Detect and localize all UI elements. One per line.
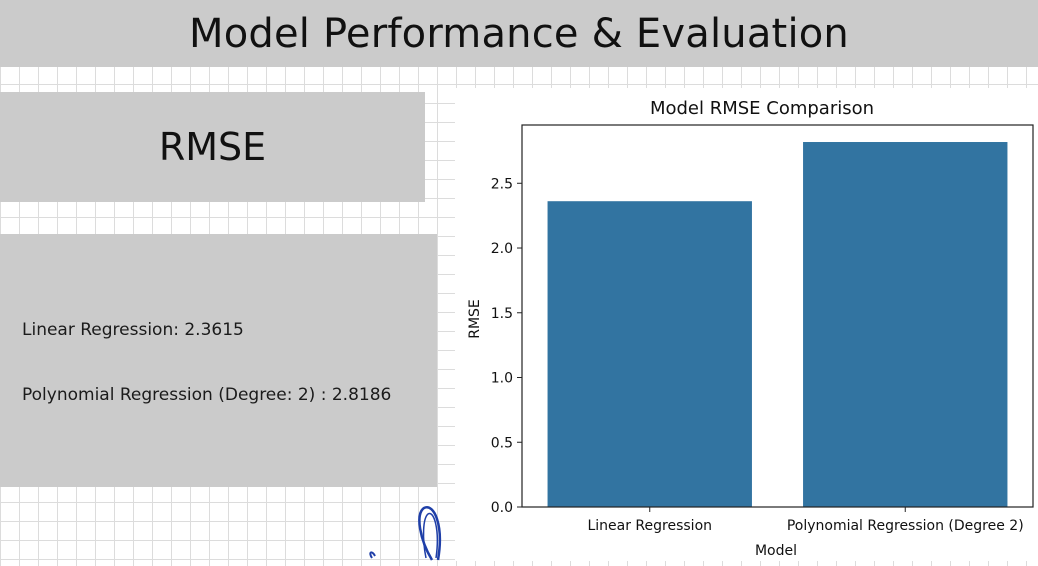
y-tick-label-4: 2.0 (491, 241, 513, 257)
section-heading-box: RMSE (0, 92, 425, 202)
result-linear: Linear Regression: 2.3615 (22, 320, 244, 340)
y-tick-label-2: 1.0 (491, 371, 513, 387)
page-title: Model Performance & Evaluation (189, 10, 849, 57)
bar-0 (547, 201, 752, 508)
section-heading: RMSE (158, 125, 267, 169)
y-tick-label-3: 1.5 (491, 306, 513, 322)
result-polynomial: Polynomial Regression (Degree: 2) : 2.81… (22, 385, 392, 405)
y-tick-label-1: 0.5 (491, 435, 513, 451)
rmse-bar-chart: Model RMSE Comparison RMSE Model 0.0 0.5 1… (467, 98, 1034, 559)
x-tick-label-0: Linear Regression (587, 518, 712, 534)
x-tick-label-1: Polynomial Regression (Degree 2) (787, 518, 1024, 534)
x-axis-label: Model (755, 543, 797, 559)
y-tick-label-0: 0.0 (491, 500, 513, 516)
title-banner: Model Performance & Evaluation (0, 0, 1038, 67)
bar-1 (803, 142, 1008, 507)
results-box: Linear Regression: 2.3615 Polynomial Reg… (0, 234, 437, 487)
pen-scribble-decoration (369, 506, 442, 561)
plot-frame (521, 124, 1034, 508)
chart-panel: Model RMSE Comparison RMSE Model 0.0 0.5 1… (455, 88, 1038, 561)
chart-title: Model RMSE Comparison (650, 98, 874, 119)
y-tick-label-5: 2.5 (491, 176, 513, 192)
y-axis-label: RMSE (467, 299, 483, 339)
